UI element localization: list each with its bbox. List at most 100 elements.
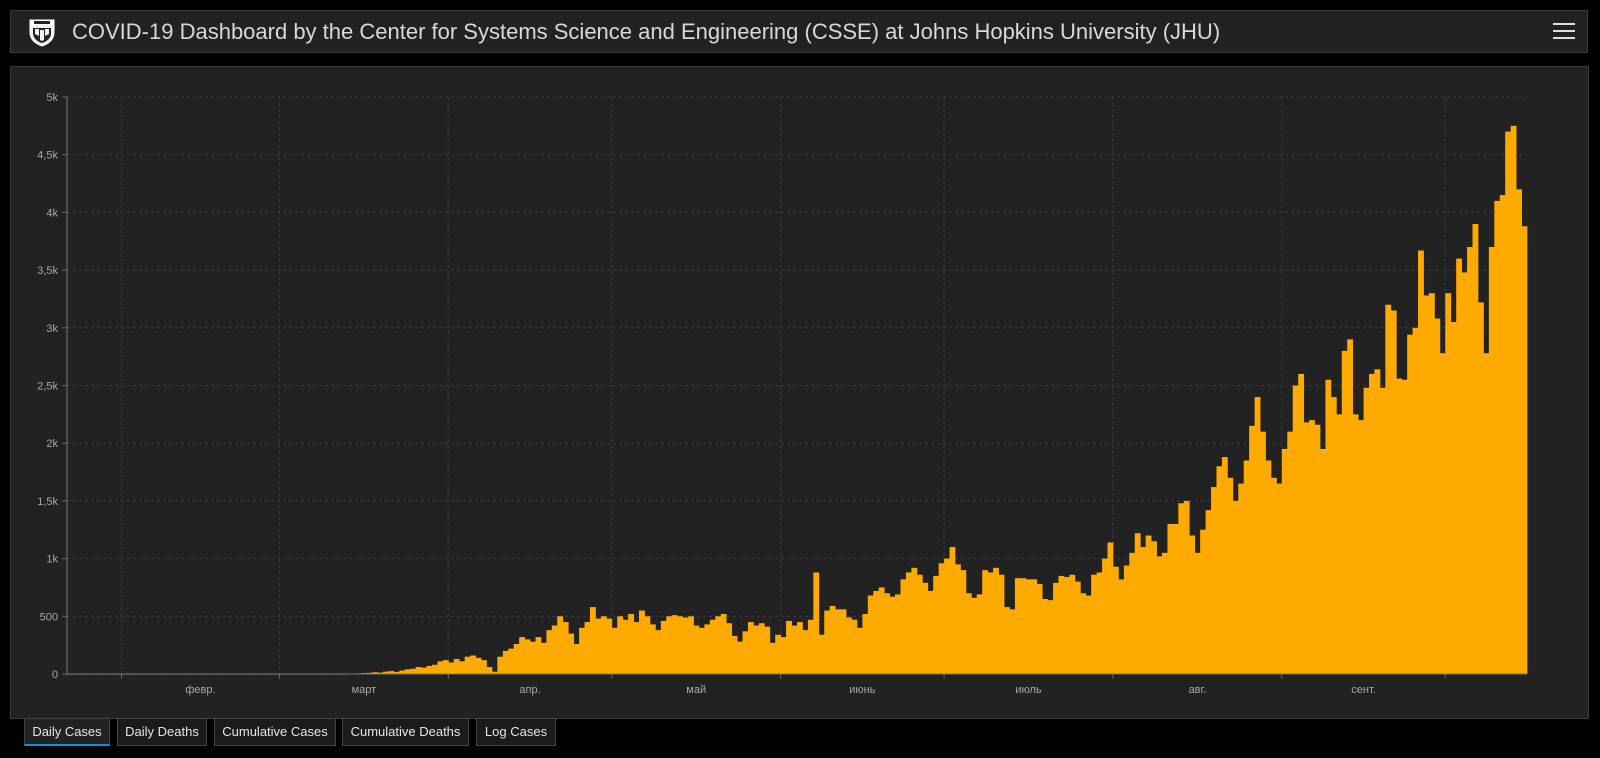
bar[interactable] xyxy=(731,635,738,674)
bar[interactable] xyxy=(1096,572,1103,674)
bar[interactable] xyxy=(993,567,999,674)
bar[interactable] xyxy=(753,625,760,674)
bar[interactable] xyxy=(524,639,531,674)
bar[interactable] xyxy=(1134,533,1141,674)
bar[interactable] xyxy=(1483,353,1490,674)
bar[interactable] xyxy=(1347,339,1354,674)
bar[interactable] xyxy=(938,563,945,674)
bar[interactable] xyxy=(1477,302,1484,674)
bar[interactable] xyxy=(900,579,907,674)
bar[interactable] xyxy=(442,660,449,674)
bar[interactable] xyxy=(628,613,634,674)
bar[interactable] xyxy=(600,616,607,674)
bar[interactable] xyxy=(829,605,836,674)
bar[interactable] xyxy=(1521,226,1528,675)
bar[interactable] xyxy=(905,572,912,674)
bar[interactable] xyxy=(633,622,640,674)
tab-daily-cases[interactable]: Daily Cases xyxy=(24,718,110,746)
bar[interactable] xyxy=(1287,431,1294,674)
bar[interactable] xyxy=(1450,322,1457,674)
bar[interactable] xyxy=(1314,424,1321,674)
bar[interactable] xyxy=(1456,258,1463,674)
bar[interactable] xyxy=(1439,353,1446,674)
bar[interactable] xyxy=(393,671,400,674)
bar[interactable] xyxy=(1145,535,1152,674)
bar[interactable] xyxy=(1428,293,1435,674)
bar[interactable] xyxy=(987,572,994,674)
bar[interactable] xyxy=(1020,578,1027,674)
tab-cumulative-deaths[interactable]: Cumulative Deaths xyxy=(342,718,469,746)
bar[interactable] xyxy=(867,595,874,674)
bar[interactable] xyxy=(595,618,602,674)
bar[interactable] xyxy=(660,620,667,674)
bar[interactable] xyxy=(1309,420,1315,674)
bar[interactable] xyxy=(666,616,673,674)
bar[interactable] xyxy=(1418,250,1424,674)
bar[interactable] xyxy=(1063,577,1070,674)
bar[interactable] xyxy=(764,626,771,674)
bar[interactable] xyxy=(1494,200,1501,675)
bar[interactable] xyxy=(949,547,956,674)
bar[interactable] xyxy=(1363,387,1370,674)
bar[interactable] xyxy=(399,670,406,674)
bar[interactable] xyxy=(769,642,776,674)
bar[interactable] xyxy=(573,643,580,674)
bar[interactable] xyxy=(1407,334,1413,674)
bar[interactable] xyxy=(677,616,683,674)
bar[interactable] xyxy=(1379,387,1386,674)
bar[interactable] xyxy=(1200,529,1206,674)
bar[interactable] xyxy=(1216,466,1223,674)
bar[interactable] xyxy=(432,664,438,674)
bar[interactable] xyxy=(1358,420,1364,674)
bar[interactable] xyxy=(1091,574,1098,674)
bar[interactable] xyxy=(1461,272,1468,674)
bar[interactable] xyxy=(878,587,885,674)
bar[interactable] xyxy=(704,624,711,674)
bar[interactable] xyxy=(1162,552,1168,674)
bar[interactable] xyxy=(1319,448,1326,674)
bar[interactable] xyxy=(1325,379,1332,674)
bar[interactable] xyxy=(1249,425,1256,674)
bar[interactable] xyxy=(1118,579,1125,674)
bar[interactable] xyxy=(758,623,765,674)
bar[interactable] xyxy=(1074,581,1081,674)
bar[interactable] xyxy=(1004,607,1010,674)
bar[interactable] xyxy=(1336,414,1343,674)
bar[interactable] xyxy=(916,574,923,674)
bar[interactable] xyxy=(1412,327,1419,674)
bar[interactable] xyxy=(671,615,678,674)
bar[interactable] xyxy=(617,616,624,674)
bar[interactable] xyxy=(410,668,417,674)
bar[interactable] xyxy=(1080,593,1087,674)
tab-log-cases[interactable]: Log Cases xyxy=(476,718,556,746)
bar[interactable] xyxy=(802,630,809,674)
bar[interactable] xyxy=(1211,487,1217,674)
bar[interactable] xyxy=(1047,600,1054,674)
bar[interactable] xyxy=(1330,397,1337,674)
bar[interactable] xyxy=(584,622,591,674)
tab-daily-deaths[interactable]: Daily Deaths xyxy=(117,718,207,746)
bar[interactable] xyxy=(1221,457,1228,674)
bar[interactable] xyxy=(404,669,411,674)
bar[interactable] xyxy=(1260,431,1266,674)
bar[interactable] xyxy=(448,662,455,674)
bar[interactable] xyxy=(1516,189,1522,674)
bar[interactable] xyxy=(1189,535,1196,674)
bar[interactable] xyxy=(747,622,754,674)
bar[interactable] xyxy=(1401,379,1408,674)
bar[interactable] xyxy=(693,625,700,674)
bar[interactable] xyxy=(546,630,553,674)
bar[interactable] xyxy=(481,660,487,674)
bar[interactable] xyxy=(464,656,471,674)
bar[interactable] xyxy=(1129,552,1136,674)
bar[interactable] xyxy=(922,582,929,674)
bar[interactable] xyxy=(491,671,498,674)
bar[interactable] xyxy=(1423,295,1430,674)
bar[interactable] xyxy=(1467,247,1473,674)
bar[interactable] xyxy=(965,593,972,674)
bar[interactable] xyxy=(1042,598,1048,674)
bar[interactable] xyxy=(486,667,493,674)
bar[interactable] xyxy=(421,667,427,674)
bar[interactable] xyxy=(1276,483,1283,674)
bar[interactable] xyxy=(459,661,466,674)
